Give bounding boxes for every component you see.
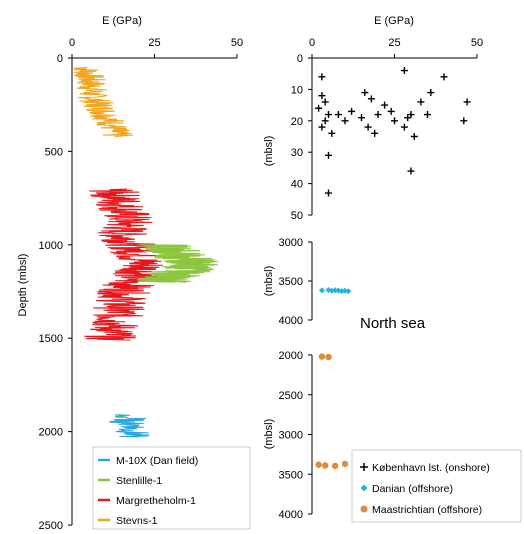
right-middle-y-tick-label: 3000 [279,237,303,249]
data-point-kobenhavn [325,151,332,159]
right-top-y-tick-label: 40 [291,179,303,191]
data-point-kobenhavn [374,111,382,119]
right-middle-y-tick-label: 4000 [279,315,303,327]
data-point-kobenhavn [321,117,329,125]
data-point-kobenhavn [321,98,329,106]
north-sea-label: North sea [360,315,426,332]
right-bottom-panel: (mbsl) 2000 2500 3000 3500 4000 København ls… [263,350,522,523]
right-bottom-y-tick-label: 2000 [279,350,303,362]
data-point-maastrichtian [341,460,349,468]
data-point-kobenhavn [400,123,408,131]
data-point-kobenhavn [404,114,412,122]
data-point-kobenhavn [387,107,395,115]
data-point-kobenhavn [364,123,372,131]
data-point-kobenhavn [463,98,471,106]
series-line-margretheholm-1 [84,188,163,341]
right-top-y-tick-label: 10 [291,84,303,96]
data-point-kobenhavn [334,111,342,119]
legend-label: København lst. (onshore) [372,462,490,474]
right-bottom-y-tick-label: 3000 [279,430,303,442]
data-point-kobenhavn [400,67,408,75]
right-middle-panel: (mbsl) 3000 3500 4000 North sea [263,237,426,332]
left-x-axis-label: E (GPa) [102,15,142,27]
data-point-maastrichtian [325,353,332,361]
left-panel: E (GPa) Depth (mbsl) 0 25 5005001000150020… [17,15,251,532]
data-point-kobenhavn [410,133,418,140]
right-middle-y-axis-label: (mbsl) [263,266,275,297]
right-top-y-tick-label: 50 [291,210,303,222]
legend-label: Stevns-1 [116,515,158,527]
data-point-maastrichtian [331,462,339,470]
data-point-maastrichtian [318,353,326,360]
left-y-tick-label: 500 [45,146,63,158]
right-bottom-y-tick-label: 3500 [279,469,303,481]
data-point-kobenhavn [318,73,326,81]
right-legend-box [351,449,522,523]
data-point-danian [345,288,352,295]
right-top-y-tick-label: 0 [297,53,303,65]
right-top-y-axis-label: (mbsl) [263,136,275,167]
data-point-kobenhavn [460,117,468,125]
data-point-kobenhavn [440,73,448,81]
legend-label: Stenlille-1 [116,475,162,487]
data-point-kobenhavn [381,101,389,109]
legend-label: Danian (offshore) [372,483,453,495]
legend-label: Maastrichtian (offshore) [372,504,482,516]
series-line-stevns-1 [73,66,133,137]
left-x-tick-label: 25 [148,37,160,49]
data-point-kobenhavn [361,89,369,97]
left-legend: M-10X (Dan field) Stenlille-1 Margrethehol… [92,446,251,530]
data-point-kobenhavn [341,117,349,125]
right-top-y-tick-label: 30 [291,147,303,159]
left-x-tick-label: 0 [69,37,75,49]
data-point-danian [318,287,325,294]
left-legend-box [92,446,251,530]
left-y-axis-label: Depth (mbsl) [17,254,29,317]
left-x-tick-label: 50 [231,37,243,49]
legend-marker-plus [360,463,368,471]
data-point-kobenhavn [424,111,431,119]
right-x-tick-label: 25 [388,37,400,49]
legend-marker-circle [360,505,368,513]
data-point-kobenhavn [391,117,398,125]
data-point-kobenhavn [315,104,323,112]
data-point-kobenhavn [427,89,435,97]
series-line-m-10x-dan-field- [109,414,150,438]
data-point-maastrichtian [315,461,322,468]
data-point-kobenhavn [328,129,336,137]
right-top-panel: E (GPa) (mbsl) 0 25 50 0 10 20 30 40 50 [263,15,483,222]
data-point-kobenhavn [348,107,356,115]
data-point-kobenhavn [318,92,326,100]
data-point-kobenhavn [371,129,379,137]
data-point-maastrichtian [322,462,329,469]
data-point-kobenhavn [367,95,375,103]
left-y-tick-label: 1500 [39,333,63,345]
right-x-tick-label: 0 [309,37,315,49]
legend-label: M-10X (Dan field) [116,455,198,467]
left-y-tick-label: 2500 [39,520,63,532]
data-point-kobenhavn [325,189,332,197]
data-point-kobenhavn [325,111,332,119]
left-y-tick-label: 1000 [39,240,63,252]
data-point-kobenhavn [417,98,425,106]
data-point-kobenhavn [407,167,415,175]
right-bottom-y-tick-label: 4000 [279,509,303,521]
data-point-kobenhavn [318,123,326,131]
legend-marker-diamond [360,484,368,492]
right-top-y-tick-label: 20 [291,116,303,128]
right-middle-y-tick-label: 3500 [279,276,303,288]
right-x-axis-label: E (GPa) [374,15,414,27]
left-y-tick-label: 2000 [39,427,63,439]
left-y-tick-label: 0 [57,53,63,65]
series-line-stenlille-1-overlay [137,244,216,283]
legend-label: Margretheholm-1 [116,495,196,507]
right-bottom-y-tick-label: 2500 [279,390,303,402]
data-point-kobenhavn [358,114,365,122]
right-bottom-y-axis-label: (mbsl) [263,419,275,450]
data-point-kobenhavn [407,111,415,119]
right-x-tick-label: 50 [471,37,483,49]
